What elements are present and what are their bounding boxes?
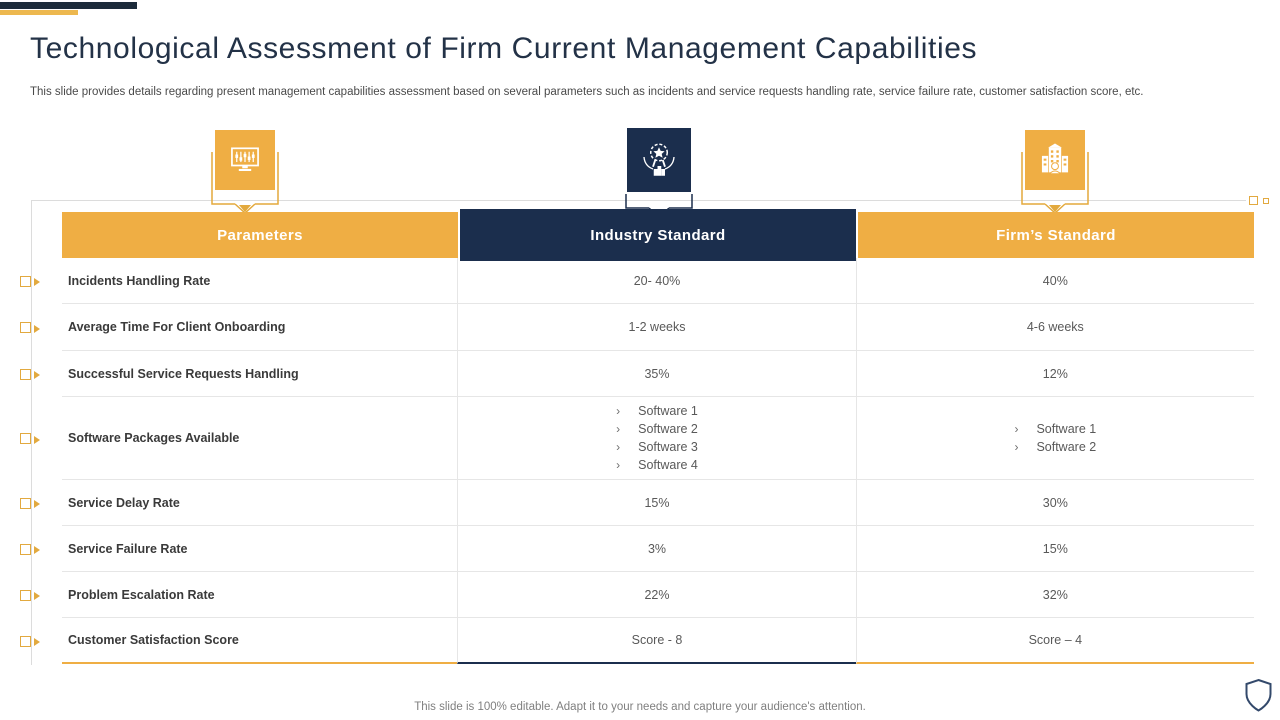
top-orange-bar: [0, 10, 78, 15]
top-navy-bar: [0, 2, 137, 9]
cell-parameter: Software Packages Available: [68, 431, 240, 445]
table-row: Service Delay Rate 15% 30%: [62, 480, 1254, 526]
row-marker-rail: [20, 258, 40, 664]
header-industry-standard: Industry Standard: [460, 209, 856, 261]
chevron-bullet-icon: ›: [1014, 440, 1019, 454]
cell-firm-standard: › Software 1 › Software 2: [855, 397, 1254, 479]
cell-firm-standard: 4-6 weeks: [855, 304, 1254, 350]
cell-parameter: Successful Service Requests Handling: [68, 366, 299, 381]
chevron-bullet-icon: ›: [1014, 422, 1019, 436]
cell-industry-standard: › Software 1 › Software 2 › Software 3 › Softwa…: [457, 397, 855, 479]
cell-firm-standard: 12%: [855, 351, 1254, 396]
cell-firm-standard: 15%: [855, 526, 1254, 571]
corner-square-decor-small: [1263, 198, 1269, 204]
cell-firm-standard: Score – 4: [855, 618, 1254, 664]
cell-parameter: Service Failure Rate: [68, 541, 188, 556]
software-list-label: Software 3: [638, 440, 698, 454]
office-building-person-icon: [1025, 130, 1085, 190]
cell-firm-standard: 40%: [855, 258, 1254, 303]
top-rule-line: [31, 200, 1246, 201]
cell-firm-standard: 30%: [855, 480, 1254, 525]
row-marker-slot: [20, 526, 40, 572]
table-header-row: Parameters Industry Standard Firm’s Stan…: [62, 209, 1254, 261]
cell-industry-standard: 1-2 weeks: [457, 304, 855, 350]
table-body: Incidents Handling Rate 20- 40% 40% Average…: [62, 258, 1254, 664]
row-marker-slot: [20, 258, 40, 304]
table-row: Software Packages Available › Software 1 › S…: [62, 397, 1254, 480]
row-marker-slot: [20, 304, 40, 351]
cell-parameter: Customer Satisfaction Score: [62, 618, 458, 664]
table-row: Incidents Handling Rate 20- 40% 40%: [62, 258, 1254, 304]
table-row: Service Failure Rate 3% 15%: [62, 526, 1254, 572]
row-arrow-marker-icon: [20, 368, 40, 380]
cell-firm-standard: 32%: [855, 572, 1254, 617]
cell-industry-standard: 20- 40%: [457, 258, 855, 303]
award-ribbon-building-icon: [627, 128, 691, 192]
monitor-equalizer-icon: [215, 130, 275, 190]
row-arrow-marker-icon: [20, 497, 40, 509]
chevron-bullet-icon: ›: [616, 458, 621, 472]
footer-note: This slide is 100% editable. Adapt it to…: [414, 701, 866, 713]
page-title: Technological Assessment of Firm Current…: [30, 32, 978, 65]
cell-industry-standard: 35%: [457, 351, 855, 396]
row-marker-slot: [20, 480, 40, 526]
row-marker-slot: [20, 572, 40, 618]
software-list-label: Software 2: [1036, 440, 1097, 454]
shield-logo-icon: [1245, 678, 1272, 712]
software-list-item: › Software 2: [616, 420, 698, 438]
row-arrow-marker-icon: [20, 275, 40, 287]
software-list-item: › Software 1: [1014, 420, 1096, 438]
row-arrow-marker-icon: [20, 543, 40, 555]
chevron-bullet-icon: ›: [616, 404, 621, 418]
software-list-item: › Software 3: [616, 438, 698, 456]
cell-parameter: Average Time For Client Onboarding: [68, 320, 286, 334]
software-list-label: Software 1: [1036, 422, 1097, 436]
software-list: › Software 1 › Software 2 › Software 3 › Softwa…: [616, 402, 698, 474]
software-list: › Software 1 › Software 2: [1014, 420, 1096, 456]
software-list-label: Software 4: [638, 458, 698, 472]
software-list-label: Software 2: [638, 422, 698, 436]
assessment-table: Parameters Industry Standard Firm’s Stan…: [62, 209, 1254, 664]
cell-parameter: Incidents Handling Rate: [68, 273, 211, 288]
table-row: Average Time For Client Onboarding 1-2 we…: [62, 304, 1254, 351]
row-arrow-marker-icon: [20, 322, 40, 333]
cell-parameter: Problem Escalation Rate: [68, 587, 215, 602]
row-marker-slot: [20, 351, 40, 397]
table-row: Customer Satisfaction Score Score - 8 Scor…: [62, 618, 1254, 664]
software-list-label: Software 1: [638, 404, 698, 418]
table-row: Problem Escalation Rate 22% 32%: [62, 572, 1254, 618]
header-parameters: Parameters: [62, 212, 458, 258]
cell-industry-standard: Score - 8: [457, 618, 856, 664]
header-firms-standard: Firm’s Standard: [858, 212, 1254, 258]
software-list-item: › Software 4: [616, 456, 698, 474]
cell-industry-standard: 15%: [457, 480, 855, 525]
row-arrow-marker-icon: [20, 589, 40, 601]
row-marker-slot: [20, 397, 40, 480]
row-arrow-marker-icon: [20, 635, 40, 647]
cell-industry-standard: 22%: [457, 572, 855, 617]
chevron-bullet-icon: ›: [616, 422, 621, 436]
table-row: Successful Service Requests Handling 35% 1…: [62, 351, 1254, 397]
corner-square-decor-large: [1249, 196, 1258, 205]
software-list-item: › Software 2: [1014, 438, 1096, 456]
row-arrow-marker-icon: [20, 433, 40, 444]
software-list-item: › Software 1: [616, 402, 698, 420]
cell-parameter: Service Delay Rate: [68, 495, 180, 510]
row-marker-slot: [20, 618, 40, 664]
page-subtitle: This slide provides details regarding pr…: [30, 86, 1144, 98]
left-rule-line: [31, 200, 32, 665]
cell-industry-standard: 3%: [457, 526, 855, 571]
chevron-bullet-icon: ›: [616, 440, 621, 454]
